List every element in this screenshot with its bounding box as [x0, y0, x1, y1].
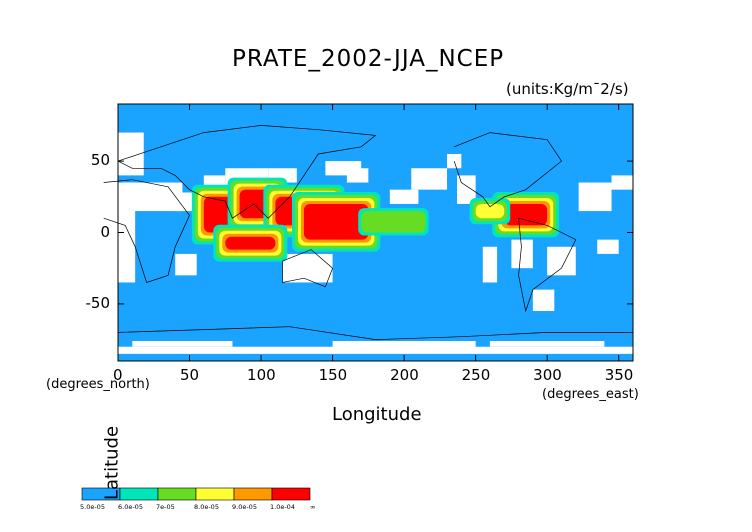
- y-tick-label: 50: [90, 151, 110, 170]
- precip-region: [504, 203, 548, 226]
- below-threshold-patch: [547, 246, 576, 276]
- coastline: [282, 249, 334, 288]
- units-label: (units:Kg/m¯2/s): [506, 80, 629, 98]
- colorbar-swatch: [157, 487, 197, 501]
- below-threshold-patch: [282, 253, 333, 283]
- coastline-outlines: [103, 125, 633, 340]
- coastline: [518, 217, 577, 313]
- colorbar-swatch: [271, 487, 311, 501]
- chart-title: PRATE_2002-JJA_NCEP: [232, 46, 505, 72]
- axis-ticks: [117, 104, 633, 361]
- x-tick-label: 250: [461, 366, 491, 384]
- below-threshold-patch: [175, 253, 197, 276]
- below-threshold-patch: [489, 341, 605, 347]
- x-tick-label: 300: [533, 366, 562, 384]
- below-threshold-patch: [411, 168, 448, 190]
- precip-region: [475, 203, 505, 219]
- x-tick-label: 100: [247, 366, 276, 384]
- coastline: [103, 179, 190, 283]
- colorbar-swatch: [195, 487, 235, 501]
- below-threshold-patch: [132, 341, 233, 347]
- coastline: [117, 326, 633, 340]
- precipitation-map: [110, 104, 633, 361]
- y-axis-label: Latitude: [101, 425, 123, 501]
- y-unit-label: (degrees_north): [46, 377, 150, 392]
- colorbar-label: 8.0e-05: [194, 503, 219, 511]
- x-tick-label: 150: [318, 366, 348, 384]
- x-tick-label: 350: [604, 366, 634, 384]
- y-tick-label: -50: [85, 293, 111, 312]
- below-threshold-patch: [597, 239, 619, 254]
- colorbar-swatch: [233, 487, 273, 501]
- below-threshold-patch: [118, 346, 633, 354]
- below-threshold-patch: [611, 175, 633, 190]
- precip-region: [361, 211, 426, 233]
- precip-region: [225, 236, 276, 250]
- x-tick-label: 50: [180, 366, 200, 384]
- below-threshold-patch: [332, 341, 476, 350]
- colorbar-label: 9.0e-05: [232, 503, 257, 511]
- below-threshold-patch: [389, 189, 419, 204]
- below-threshold-patch: [325, 161, 362, 176]
- below-threshold-patch: [532, 289, 555, 312]
- x-axis-label: Longitude: [332, 404, 422, 425]
- colorbar-label: 5.0e-05: [80, 503, 105, 511]
- precip-region: [303, 203, 369, 240]
- colorbar-label: 1.0e-04: [270, 503, 295, 511]
- coastline: [117, 125, 377, 219]
- colorbar-label: ∞: [310, 503, 316, 511]
- colorbar: [81, 487, 311, 501]
- x-unit-label: (degrees_east): [542, 387, 639, 402]
- x-tick-label: 200: [390, 366, 419, 384]
- colorbar-label: 6.0e-05: [118, 503, 143, 511]
- colorbar-label: 7e-05: [156, 503, 175, 511]
- below-threshold-patch: [482, 246, 498, 283]
- colorbar-swatch: [119, 487, 159, 501]
- below-threshold-patch: [511, 239, 533, 269]
- y-tick-label: 0: [100, 222, 110, 241]
- below-threshold-patch: [578, 182, 612, 212]
- below-threshold-patch: [125, 182, 183, 212]
- coastline: [453, 132, 562, 208]
- x-tick-label: 0: [113, 366, 123, 384]
